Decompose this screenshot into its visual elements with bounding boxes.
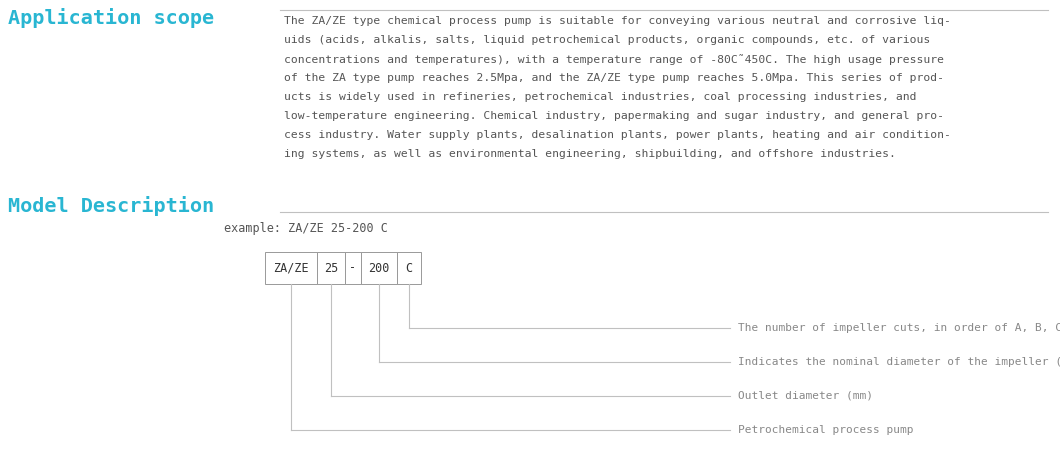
- Bar: [265, 252, 317, 284]
- Text: 25: 25: [324, 261, 338, 275]
- Text: cess industry. Water supply plants, desalination plants, power plants, heating a: cess industry. Water supply plants, desa…: [284, 130, 951, 140]
- Bar: [398, 252, 421, 284]
- Text: concentrations and temperatures), with a temperature range of -80C˜450C. The hig: concentrations and temperatures), with a…: [284, 54, 944, 65]
- Text: low-temperature engineering. Chemical industry, papermaking and sugar industry, : low-temperature engineering. Chemical in…: [284, 111, 944, 121]
- Text: example: ZA/ZE 25-200 C: example: ZA/ZE 25-200 C: [224, 222, 388, 235]
- Text: ucts is widely used in refineries, petrochemical industries, coal processing ind: ucts is widely used in refineries, petro…: [284, 92, 917, 102]
- Text: Application scope: Application scope: [8, 8, 214, 28]
- Text: C: C: [405, 261, 412, 275]
- Bar: [344, 252, 361, 284]
- Text: The ZA/ZE type chemical process pump is suitable for conveying various neutral a: The ZA/ZE type chemical process pump is …: [284, 16, 951, 26]
- Text: Outlet diameter (mm): Outlet diameter (mm): [738, 391, 873, 401]
- Text: ing systems, as well as environmental engineering, shipbuilding, and offshore in: ing systems, as well as environmental en…: [284, 149, 896, 159]
- Bar: [361, 252, 398, 284]
- Bar: [317, 252, 344, 284]
- Text: -: -: [350, 261, 356, 275]
- Text: uids (acids, alkalis, salts, liquid petrochemical products, organic compounds, e: uids (acids, alkalis, salts, liquid petr…: [284, 35, 931, 45]
- Text: of the ZA type pump reaches 2.5Mpa, and the ZA/ZE type pump reaches 5.0Mpa. This: of the ZA type pump reaches 2.5Mpa, and …: [284, 73, 944, 83]
- Text: Petrochemical process pump: Petrochemical process pump: [738, 425, 914, 435]
- Text: The number of impeller cuts, in order of A, B, C: The number of impeller cuts, in order of…: [738, 323, 1060, 333]
- Text: Model Description: Model Description: [8, 196, 214, 216]
- Text: Indicates the nominal diameter of the impeller (mm): Indicates the nominal diameter of the im…: [738, 357, 1060, 367]
- Text: ZA/ZE: ZA/ZE: [273, 261, 308, 275]
- Text: 200: 200: [368, 261, 390, 275]
